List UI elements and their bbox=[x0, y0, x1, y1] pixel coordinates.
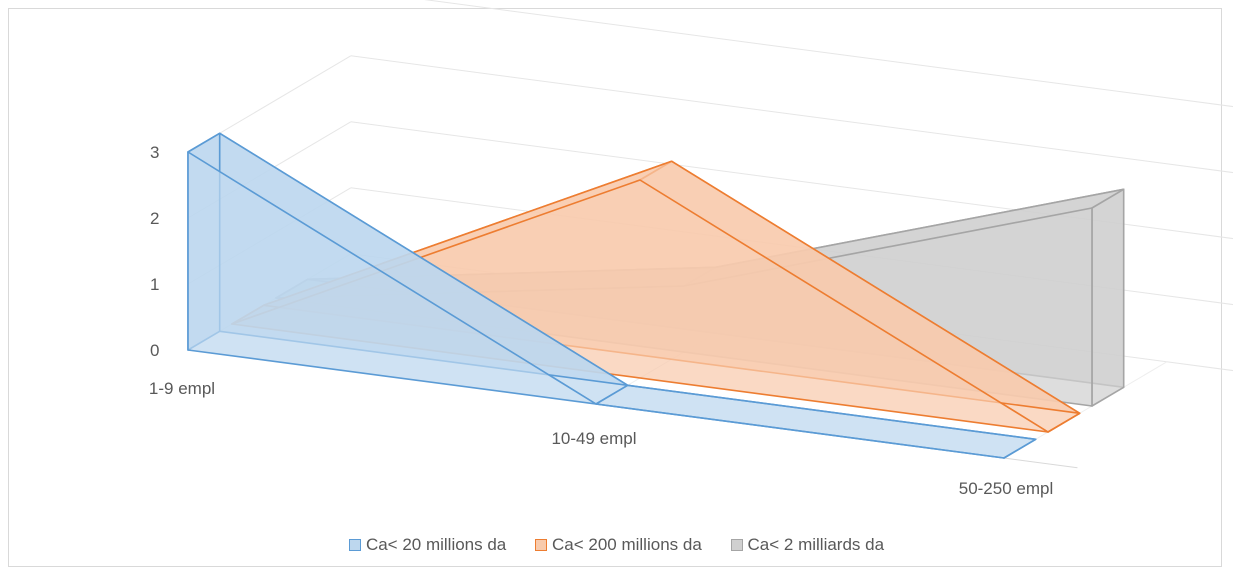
x-category-label: 10-49 empl bbox=[551, 429, 636, 448]
tick-labels: 0 1 2 3 1-9 empl 10-49 empl 50-250 empl bbox=[149, 143, 1053, 498]
legend-label: Ca< 20 millions da bbox=[365, 535, 507, 554]
y-tick-label: 2 bbox=[150, 209, 159, 228]
area-front-face bbox=[187, 151, 1005, 459]
legend-item-series-1: Ca< 20 millions da bbox=[348, 535, 507, 555]
series-2 bbox=[231, 160, 1081, 433]
area-end-cap bbox=[1091, 188, 1125, 407]
legend-item-series-2: Ca< 200 millions da bbox=[535, 535, 702, 555]
y-tick-label: 1 bbox=[150, 275, 159, 294]
back-gridline bbox=[424, 0, 1233, 108]
x-category-label: 1-9 empl bbox=[149, 379, 215, 398]
legend-swatch bbox=[535, 539, 547, 551]
series-layer bbox=[187, 132, 1125, 459]
area-end-cap bbox=[1047, 412, 1081, 433]
y-tick-label: 3 bbox=[150, 143, 159, 162]
legend-label: Ca< 2 milliards da bbox=[747, 535, 885, 554]
x-category-label: 50-250 empl bbox=[959, 479, 1054, 498]
legend-item-series-3: Ca< 2 milliards da bbox=[730, 535, 885, 555]
area-front-face bbox=[231, 179, 1049, 433]
legend-label: Ca< 200 millions da bbox=[552, 535, 702, 554]
y-tick-label: 0 bbox=[150, 341, 159, 360]
area-end-cap bbox=[1003, 438, 1037, 459]
legend-swatch bbox=[730, 539, 743, 551]
series-1 bbox=[187, 132, 1037, 459]
legend: Ca< 20 millions da Ca< 200 millions da C… bbox=[0, 535, 1233, 556]
back-gridline bbox=[350, 55, 1233, 174]
legend-swatch bbox=[348, 539, 361, 551]
